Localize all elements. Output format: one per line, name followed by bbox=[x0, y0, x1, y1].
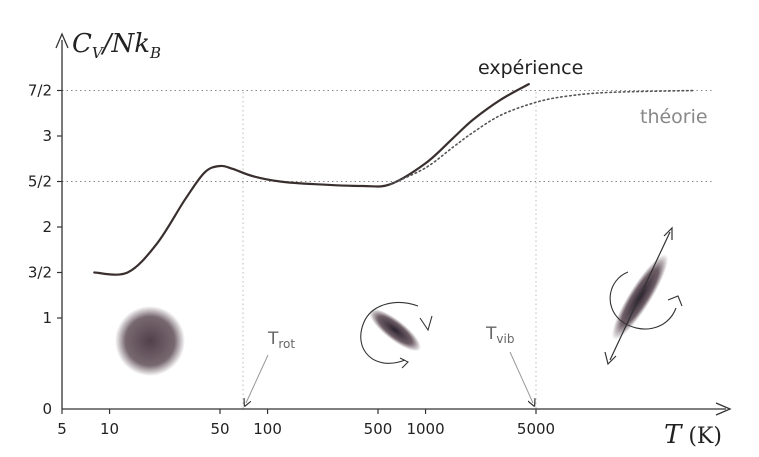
x-axis-arrow bbox=[715, 402, 732, 416]
x-title-main: T bbox=[664, 420, 683, 450]
tvib-main: T bbox=[485, 324, 497, 344]
x-tick-label-0: 5 bbox=[57, 420, 67, 438]
y-tick-label-1: 1 bbox=[42, 309, 52, 327]
series-layer bbox=[93, 83, 695, 276]
annotation-tvib-arrow bbox=[509, 351, 533, 403]
series-label-experience: expérience bbox=[478, 57, 583, 79]
y-tick-label-6: 7/2 bbox=[28, 82, 52, 100]
vibration-arrow-icon bbox=[609, 231, 671, 361]
series-label-theorie: théorie bbox=[640, 106, 708, 128]
y-tick-label-5: 3 bbox=[42, 127, 52, 145]
trot-main: T bbox=[267, 329, 279, 349]
rotation-arrow-tip-icon bbox=[419, 315, 433, 332]
x-title-unit: (K) bbox=[681, 424, 722, 449]
x-tick-label-3: 100 bbox=[253, 420, 282, 438]
x-tick-label-4: 500 bbox=[364, 420, 393, 438]
molecule-rotation bbox=[360, 302, 433, 369]
tvib-sub: vib bbox=[496, 332, 514, 346]
vibration-arrow-top-icon bbox=[663, 226, 673, 240]
annotation-trot-arrow bbox=[246, 354, 269, 403]
y-title-main: C bbox=[72, 29, 92, 59]
y-tick-label-2: 3/2 bbox=[28, 264, 52, 282]
axes bbox=[55, 32, 732, 416]
y-title-sub2: B bbox=[149, 44, 161, 62]
ticks-layer: 0 1 3/2 2 5/2 3 7/2 5 10 50 100 500 1000 5000 bbox=[28, 82, 555, 439]
molecule-vibration bbox=[604, 226, 683, 366]
grid-layer bbox=[62, 90, 712, 409]
annotation-tvib: Tvib bbox=[485, 324, 514, 346]
y-axis-arrow bbox=[55, 32, 69, 49]
vibration-rotation-tip-icon bbox=[667, 295, 683, 307]
molecule-translation bbox=[115, 306, 185, 376]
rotation-arrow-tail-icon bbox=[399, 357, 409, 369]
y-title-sub: V bbox=[92, 44, 105, 62]
x-tick-label-6: 5000 bbox=[517, 420, 555, 438]
y-title-mid: /Nk bbox=[100, 29, 150, 59]
x-tick-label-1: 10 bbox=[100, 420, 119, 438]
series-line-0 bbox=[93, 83, 530, 276]
annotation-trot: Trot bbox=[267, 329, 295, 351]
x-tick-label-5: 1000 bbox=[406, 420, 444, 438]
y-tick-label-4: 5/2 bbox=[28, 173, 52, 191]
trot-sub: rot bbox=[278, 337, 295, 351]
molecule-rod bbox=[369, 308, 421, 352]
y-axis-title: CV/NkB bbox=[72, 29, 161, 62]
vibration-rotation-arrow-icon bbox=[609, 271, 677, 330]
series-line-1 bbox=[389, 89, 695, 185]
vibration-arrow-bottom-icon bbox=[604, 351, 617, 366]
y-tick-label-3: 2 bbox=[42, 218, 52, 236]
x-tick-label-2: 50 bbox=[210, 420, 229, 438]
x-axis-title: T (K) bbox=[664, 420, 722, 450]
y-tick-label-0: 0 bbox=[42, 400, 52, 418]
rotation-arrow-icon bbox=[360, 302, 419, 364]
molecule-sphere bbox=[115, 306, 185, 376]
annotations-layer: Trot Tvib bbox=[246, 324, 533, 403]
